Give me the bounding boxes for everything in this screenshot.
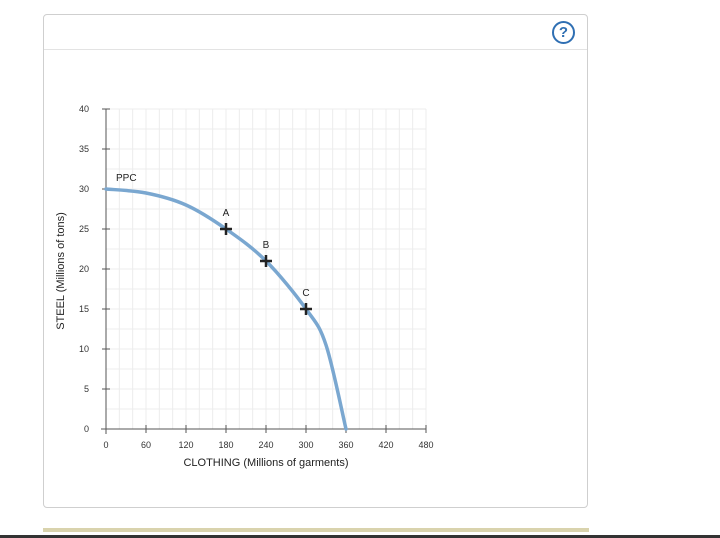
point-marker-c: C	[300, 288, 312, 315]
x-tick-label: 420	[378, 440, 393, 450]
x-tick-label: 60	[141, 440, 151, 450]
y-tick-label: 10	[79, 344, 89, 354]
help-button[interactable]: ?	[552, 21, 575, 44]
axes	[101, 109, 426, 434]
point-marker-a: A	[220, 208, 232, 235]
y-tick-label: 35	[79, 144, 89, 154]
curves: PPC	[104, 173, 348, 431]
y-tick-label: 30	[79, 184, 89, 194]
y-tick-label: 40	[79, 104, 89, 114]
x-tick-label: 120	[178, 440, 193, 450]
point-label-a: A	[223, 208, 230, 219]
point-label-c: C	[302, 288, 309, 299]
panel-header	[44, 15, 587, 50]
graph-panel	[43, 14, 588, 508]
footer-bar	[43, 528, 589, 532]
point-marker-b: B	[260, 240, 272, 267]
ppc-label: PPC	[116, 173, 137, 184]
y-tick-label: 25	[79, 224, 89, 234]
point-label-b: B	[263, 240, 270, 251]
y-axis-title: STEEL (Millions of tons)	[55, 212, 67, 330]
grid	[105, 108, 427, 430]
ppc-curve	[104, 187, 348, 431]
y-ticks: 0 5 10 15 20 25 30 35 40	[79, 104, 110, 434]
x-tick-label: 240	[258, 440, 273, 450]
y-tick-label: 15	[79, 304, 89, 314]
y-tick-label: 20	[79, 264, 89, 274]
x-tick-label: 180	[218, 440, 233, 450]
x-tick-label: 0	[103, 440, 108, 450]
x-tick-label: 480	[418, 440, 433, 450]
x-axis-title: CLOTHING (Millions of garments)	[183, 457, 348, 469]
x-tick-label: 300	[298, 440, 313, 450]
bottom-divider	[0, 535, 720, 538]
x-tick-label: 360	[338, 440, 353, 450]
y-tick-label: 0	[84, 424, 89, 434]
y-tick-label: 5	[84, 384, 89, 394]
markers: A B C	[220, 208, 312, 315]
